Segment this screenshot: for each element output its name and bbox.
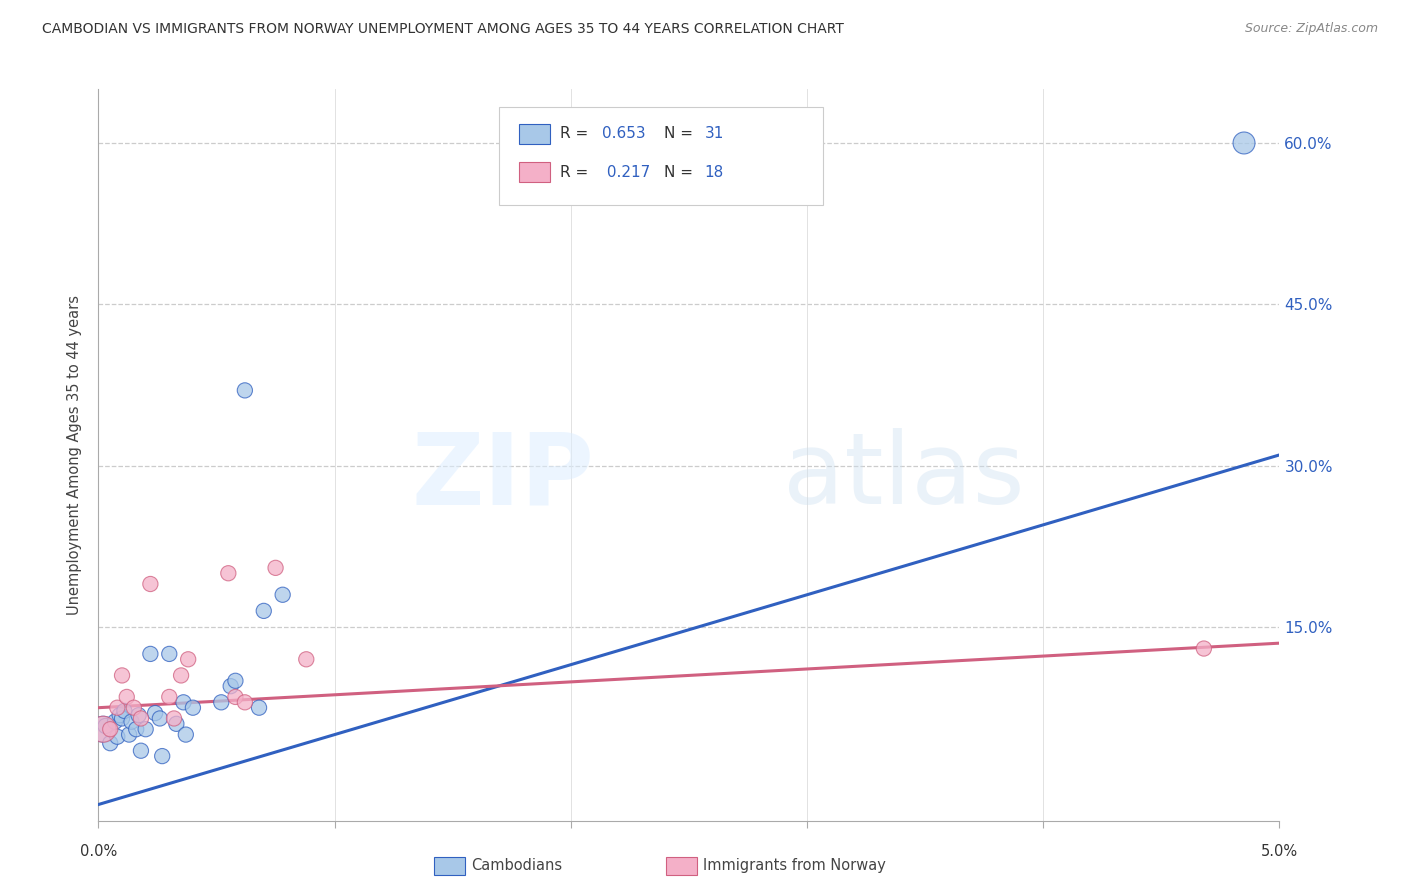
Text: 0.217: 0.217 <box>602 165 650 179</box>
Text: 0.0%: 0.0% <box>80 845 117 859</box>
Point <box>139 647 162 661</box>
Point <box>247 700 270 714</box>
Point <box>163 711 186 725</box>
Point <box>271 588 294 602</box>
Point <box>115 690 138 704</box>
Point <box>122 700 145 714</box>
Point <box>295 652 318 666</box>
Point <box>149 711 172 725</box>
Point <box>139 577 162 591</box>
Point <box>177 652 200 666</box>
Y-axis label: Unemployment Among Ages 35 to 44 years: Unemployment Among Ages 35 to 44 years <box>67 295 83 615</box>
Point <box>233 695 256 709</box>
Point <box>105 700 128 714</box>
Point <box>1192 641 1215 656</box>
Point <box>118 728 141 742</box>
Point <box>172 695 194 709</box>
Point <box>112 704 135 718</box>
Point <box>170 668 193 682</box>
Text: CAMBODIAN VS IMMIGRANTS FROM NORWAY UNEMPLOYMENT AMONG AGES 35 TO 44 YEARS CORRE: CAMBODIAN VS IMMIGRANTS FROM NORWAY UNEM… <box>42 22 844 37</box>
Point <box>105 730 128 744</box>
Point <box>111 668 134 682</box>
Point <box>121 714 143 729</box>
Point <box>129 711 152 725</box>
Point <box>108 708 131 723</box>
Text: 31: 31 <box>704 127 724 141</box>
Point <box>125 723 148 737</box>
Point <box>94 719 117 733</box>
Text: Immigrants from Norway: Immigrants from Norway <box>703 858 886 872</box>
Point <box>91 723 114 737</box>
Point <box>150 749 173 764</box>
Point <box>157 690 180 704</box>
Text: Source: ZipAtlas.com: Source: ZipAtlas.com <box>1244 22 1378 36</box>
Text: atlas: atlas <box>783 428 1025 525</box>
Point <box>217 566 239 581</box>
Text: ZIP: ZIP <box>412 428 595 525</box>
Point <box>233 384 256 398</box>
Point <box>219 679 242 693</box>
Text: N =: N = <box>664 127 697 141</box>
Text: N =: N = <box>664 165 697 179</box>
Point <box>209 695 232 709</box>
Point <box>104 714 127 729</box>
Point <box>253 604 276 618</box>
Point <box>174 728 197 742</box>
Text: 18: 18 <box>704 165 724 179</box>
Point <box>129 744 152 758</box>
Point <box>224 690 246 704</box>
Point <box>98 736 121 750</box>
Text: R =: R = <box>560 127 593 141</box>
Point <box>157 647 180 661</box>
Point <box>135 723 157 737</box>
Point <box>91 723 114 737</box>
Text: Cambodians: Cambodians <box>471 858 562 872</box>
Text: 5.0%: 5.0% <box>1261 845 1298 859</box>
Point <box>111 711 134 725</box>
Point <box>165 716 187 731</box>
Point <box>224 673 246 688</box>
Point <box>264 561 287 575</box>
Point <box>143 706 166 720</box>
Point <box>181 700 204 714</box>
Point <box>98 723 121 737</box>
Text: 0.653: 0.653 <box>602 127 645 141</box>
Point <box>128 708 150 723</box>
Text: R =: R = <box>560 165 593 179</box>
Point <box>1233 136 1256 150</box>
